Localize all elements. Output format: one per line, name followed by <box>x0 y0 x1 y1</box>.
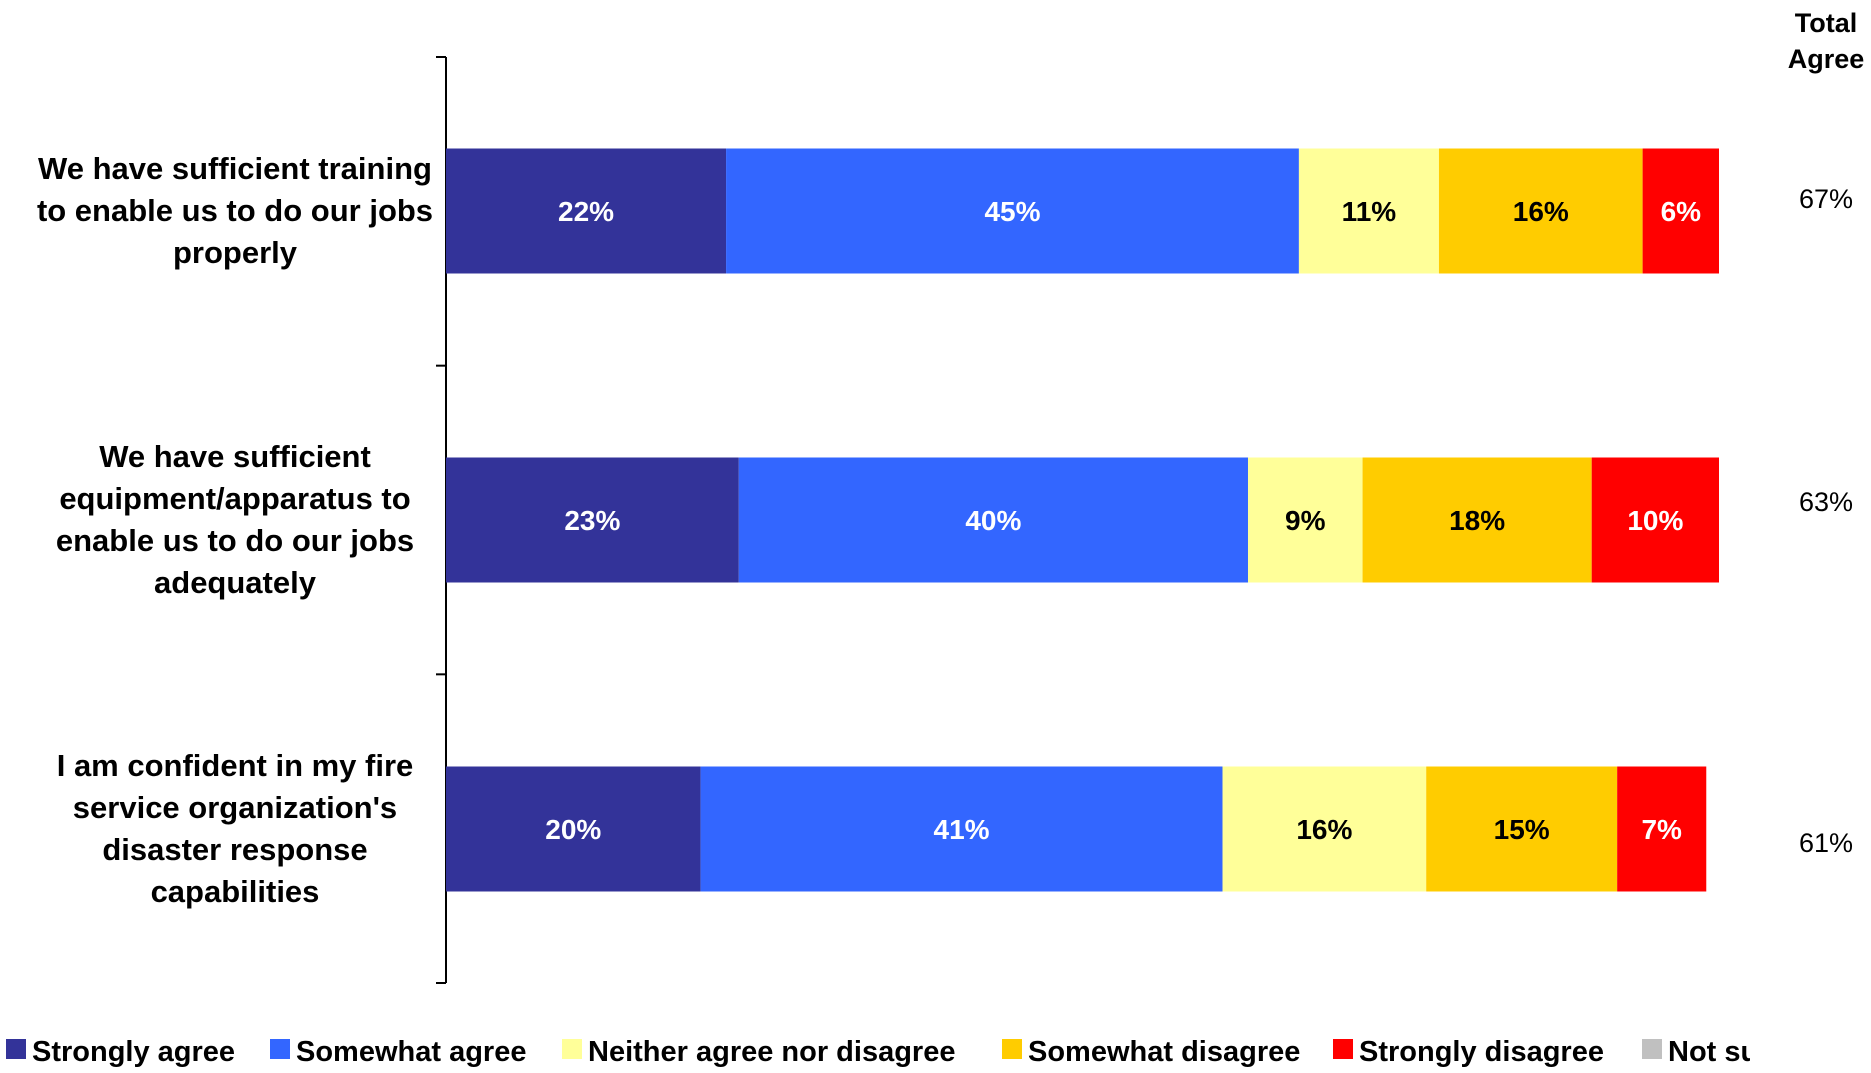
legend-label: Somewhat disagree <box>1028 1036 1300 1068</box>
category-label: We have sufficient training <box>38 151 432 186</box>
bar-segment <box>1438 148 1643 274</box>
legend-swatch <box>1002 1039 1022 1059</box>
total-agree-value: 63% <box>1799 487 1853 517</box>
bar-segment <box>1222 766 1427 892</box>
data-label: 15% <box>1494 814 1550 845</box>
data-label: 7% <box>1641 814 1682 845</box>
data-label: 23% <box>564 505 620 536</box>
category-label: adequately <box>154 565 317 600</box>
data-label: 20% <box>545 814 601 845</box>
total-agree-column: Total Agree 67% 63% 61% <box>1788 8 1865 858</box>
legend-items: Strongly agree Somewhat agree Neither agre… <box>6 1036 1758 1068</box>
bar-segment <box>1642 148 1719 274</box>
legend-label: Not su <box>1668 1036 1758 1068</box>
bars: 22% 45% 11% 16% 6% 23% 40% 9% 18% 10% 20% 41% 16% 15%… <box>446 148 1719 892</box>
data-label: 22% <box>558 196 614 227</box>
category-label: capabilities <box>151 874 320 909</box>
total-agree-header: Agree <box>1788 44 1865 74</box>
bar-segment <box>738 457 1248 583</box>
legend: Strongly agree Somewhat agree Neither agre… <box>6 1036 1758 1068</box>
legend-swatch <box>270 1039 290 1059</box>
category-label: We have sufficient <box>99 439 371 474</box>
category-label: service organization's <box>73 790 397 825</box>
bar-segment <box>1426 766 1618 892</box>
category-labels: We have sufficient training to enable us … <box>37 151 433 909</box>
axis <box>436 56 447 984</box>
category-label: equipment/apparatus to <box>59 481 410 516</box>
category-label: properly <box>173 235 298 270</box>
bar-segment <box>446 766 701 892</box>
bar-segment <box>726 148 1299 274</box>
data-label: 9% <box>1285 505 1326 536</box>
data-label: 6% <box>1661 196 1702 227</box>
category-label: enable us to do our jobs <box>56 523 414 558</box>
legend-label: Strongly disagree <box>1359 1036 1604 1068</box>
legend-label: Neither agree nor disagree <box>588 1036 955 1068</box>
data-label: 45% <box>984 196 1040 227</box>
data-label: 16% <box>1296 814 1352 845</box>
data-label: 10% <box>1627 505 1683 536</box>
data-label: 16% <box>1513 196 1569 227</box>
total-agree-header: Total <box>1795 8 1858 38</box>
data-label: 11% <box>1342 196 1397 227</box>
legend-swatch <box>6 1039 26 1059</box>
data-label: 40% <box>965 505 1021 536</box>
legend-swatch <box>562 1039 582 1059</box>
bar-segment <box>1591 457 1719 583</box>
category-label: to enable us to do our jobs <box>37 193 433 228</box>
bar-segment <box>1617 766 1707 892</box>
category-label: I am confident in my fire <box>57 748 414 783</box>
total-agree-value: 61% <box>1799 828 1853 858</box>
bar-segment <box>700 766 1223 892</box>
category-label: disaster response <box>102 832 367 867</box>
legend-label: Somewhat agree <box>296 1036 526 1068</box>
legend-swatch <box>1333 1039 1353 1059</box>
total-agree-value: 67% <box>1799 184 1853 214</box>
data-label: 18% <box>1449 505 1505 536</box>
bar-segment <box>1298 148 1439 274</box>
bar-segment <box>446 148 727 274</box>
data-label: 41% <box>934 814 990 845</box>
bar-segment <box>446 457 739 583</box>
legend-label: Strongly agree <box>32 1036 235 1068</box>
legend-swatch <box>1642 1039 1662 1059</box>
bar-segment <box>1247 457 1363 583</box>
bar-segment <box>1362 457 1592 583</box>
